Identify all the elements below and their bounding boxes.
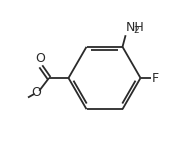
- Text: 2: 2: [133, 26, 139, 35]
- Text: O: O: [35, 52, 45, 64]
- Text: O: O: [32, 86, 42, 99]
- Text: F: F: [152, 72, 159, 84]
- Text: NH: NH: [126, 21, 145, 34]
